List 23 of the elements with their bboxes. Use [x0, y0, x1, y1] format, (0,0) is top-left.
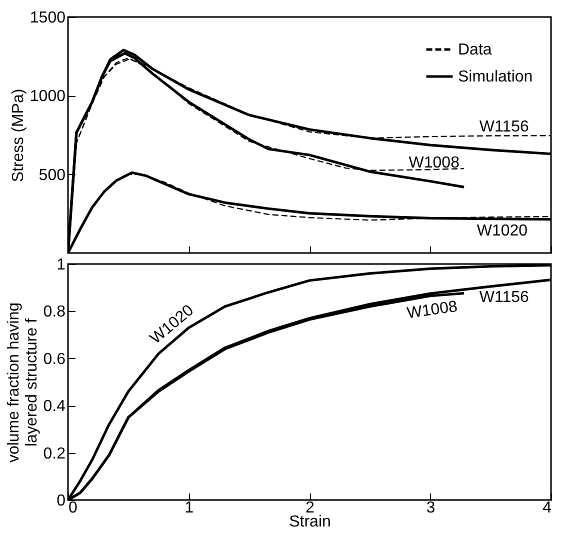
legend-label: Data: [458, 42, 492, 58]
y-tick-label: 500: [38, 166, 66, 184]
annotation: W1020: [476, 222, 528, 240]
x-tick-label: 2: [306, 500, 315, 516]
x-tick-label: 1: [184, 500, 194, 516]
x-tick-label: 4: [542, 500, 552, 516]
y-tick-label: 1500: [30, 10, 66, 26]
y-tick-label: 1: [56, 256, 66, 274]
annotation: W1008: [408, 154, 460, 172]
y-tick-label: 0.6: [43, 350, 66, 368]
x-tick-label: 0: [68, 500, 78, 516]
x-axis-title: Strain: [289, 514, 331, 530]
y-tick-label: 0.8: [43, 304, 66, 321]
y-axis-title: volume fraction having layered structure f: [5, 302, 40, 463]
y-tick-label: 0.2: [43, 445, 66, 462]
legend-label: Simulation: [458, 68, 533, 86]
annotation: W1008: [406, 298, 459, 322]
annotation: W1156: [479, 289, 529, 306]
annotation: W1156: [479, 118, 529, 136]
y-tick-label: 0.4: [43, 398, 66, 416]
y-tick-label: 1000: [30, 88, 66, 106]
x-tick-label: 3: [426, 500, 436, 516]
y-axis-title: Stress (MPa): [10, 88, 27, 182]
